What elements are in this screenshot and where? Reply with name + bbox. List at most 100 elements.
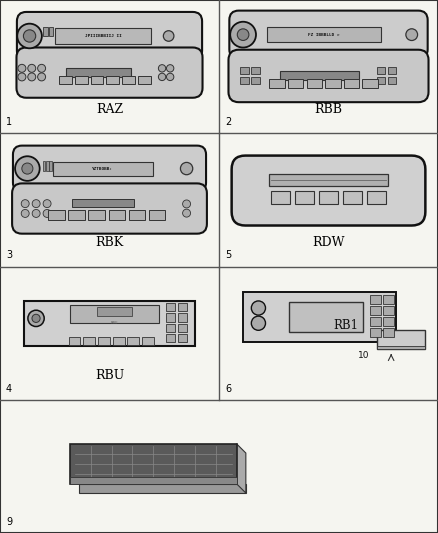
Circle shape [230,22,256,47]
Circle shape [166,64,174,72]
Bar [49,27,53,36]
Bar [377,67,385,74]
Bar [68,337,81,345]
Bar [59,76,72,84]
Bar [178,313,187,321]
FancyBboxPatch shape [230,11,427,59]
Text: RBU: RBU [95,369,124,382]
FancyBboxPatch shape [17,12,202,60]
Bar [243,292,396,342]
Circle shape [183,209,191,217]
Text: 4: 4 [6,384,12,394]
Circle shape [251,316,265,330]
Circle shape [43,209,51,217]
Circle shape [21,200,29,208]
Bar [149,211,166,221]
Bar [83,337,95,345]
Bar [288,78,303,88]
Bar [370,328,381,337]
Circle shape [28,64,36,72]
Bar [240,77,249,84]
Circle shape [166,73,174,80]
Bar [269,78,285,88]
Bar [268,174,389,187]
Text: FZ IBBBLLD >: FZ IBBBLLD > [308,33,340,37]
Text: RAZ: RAZ [96,103,123,116]
Bar [289,302,363,333]
Bar [42,161,46,171]
Bar [377,330,425,349]
Bar [178,334,187,342]
Bar [97,306,132,316]
Bar [362,78,378,88]
Circle shape [38,73,46,81]
Bar [75,76,88,84]
Bar [142,337,154,345]
Bar [388,67,396,74]
Text: RBK: RBK [95,236,124,249]
Bar [91,76,103,84]
Text: 2: 2 [225,117,231,127]
Bar [178,324,187,332]
Bar [344,78,359,88]
Bar [251,67,259,74]
Bar [383,295,394,304]
Text: 10: 10 [358,351,369,360]
Bar [113,337,124,345]
Bar [383,306,394,315]
Bar [383,328,394,337]
Circle shape [22,163,33,174]
Bar [72,199,134,207]
Bar [138,76,151,84]
Circle shape [18,73,26,81]
Bar [383,317,394,326]
Text: RB1: RB1 [333,319,359,332]
Bar [325,78,341,88]
FancyBboxPatch shape [232,156,425,225]
Text: 1: 1 [6,117,12,127]
Text: YZTBOBB:: YZTBOBB: [92,166,113,171]
Circle shape [23,30,36,42]
Circle shape [180,163,193,175]
Circle shape [17,23,42,49]
Bar [127,337,139,345]
Text: JPIIIBBBIIJ II: JPIIIBBBIIJ II [85,34,121,38]
Polygon shape [79,484,246,493]
FancyBboxPatch shape [17,47,202,98]
FancyBboxPatch shape [229,50,428,102]
Bar [319,191,338,204]
Circle shape [159,73,166,80]
Bar [295,191,314,204]
Bar [66,68,131,77]
Bar [280,71,359,80]
Bar [166,303,175,311]
Bar [343,191,362,204]
Bar [122,76,135,84]
Text: RBB: RBB [314,103,343,116]
Circle shape [251,301,265,315]
Bar [267,27,381,42]
Bar [388,77,396,84]
Circle shape [21,209,29,217]
Bar [106,76,119,84]
Bar [24,301,195,346]
Bar [48,211,65,221]
Bar [70,477,237,484]
Text: 6: 6 [225,384,231,394]
Text: 3: 3 [6,251,12,261]
Bar [377,346,425,349]
Bar [46,161,49,171]
Bar [49,161,52,171]
Bar [68,211,85,221]
Bar [377,77,385,84]
Bar [367,191,386,204]
Circle shape [32,200,40,208]
Bar [166,324,175,332]
Bar [307,78,322,88]
Bar [370,306,381,315]
Circle shape [18,64,26,72]
Bar [370,317,381,326]
Circle shape [159,64,166,72]
Circle shape [237,29,249,41]
Text: RBU: RBU [111,321,118,325]
